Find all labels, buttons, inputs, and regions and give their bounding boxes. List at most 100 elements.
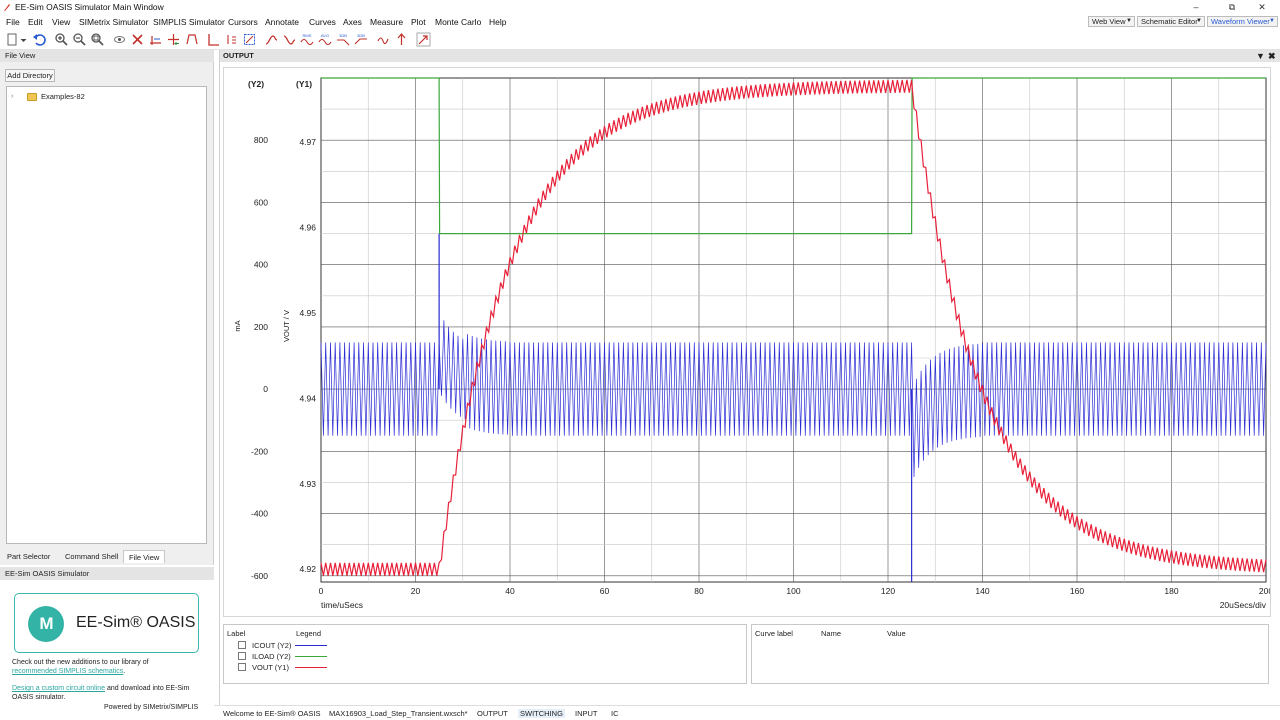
eesim-text-design-a: and download into EE-Sim bbox=[105, 685, 190, 692]
maxim-logo-icon: M bbox=[28, 606, 64, 642]
menu-measure[interactable]: Measure bbox=[370, 17, 404, 27]
document-tabs: Welcome to EE-Sim® OASIS MAX16903_Load_S… bbox=[214, 705, 1280, 720]
tab-file-view[interactable]: File View bbox=[123, 550, 166, 563]
y1-tick-label: 4.95 bbox=[299, 308, 316, 318]
curve-value-header: Value bbox=[887, 629, 906, 638]
db-phase-icon[interactable]: 3DB bbox=[354, 32, 369, 47]
db-icon[interactable]: 3DB bbox=[336, 32, 351, 47]
rms-icon[interactable]: RMS bbox=[300, 32, 315, 47]
output-menu-icon[interactable]: ▼ bbox=[1256, 51, 1265, 61]
y2-tick-label: 0 bbox=[263, 384, 268, 394]
menu-cursors[interactable]: Cursors bbox=[228, 17, 258, 27]
arrow-icon[interactable] bbox=[416, 32, 431, 47]
y2-unit-label: mA bbox=[233, 320, 242, 331]
grid-icon[interactable] bbox=[206, 32, 221, 47]
zoom-out-icon[interactable] bbox=[72, 32, 87, 47]
eesim-panel-header: EE-Sim OASIS Simulator bbox=[0, 567, 214, 580]
y2-tick-label: 400 bbox=[254, 260, 268, 270]
fft-icon[interactable] bbox=[376, 32, 391, 47]
schematic-editor-selector[interactable]: Schematic Editor ▼ bbox=[1137, 16, 1205, 27]
avg-icon[interactable]: AVG bbox=[318, 32, 333, 47]
y1-tick-label: 4.92 bbox=[299, 564, 316, 574]
menu-file[interactable]: File bbox=[6, 17, 20, 27]
vout-trace bbox=[320, 79, 1267, 576]
app-icon bbox=[4, 4, 10, 11]
tab-input[interactable]: INPUT bbox=[575, 709, 598, 718]
new-icon[interactable] bbox=[5, 32, 20, 47]
eesim-panel: EE-Sim OASIS Simulator M EE-Sim® OASIS C… bbox=[0, 567, 214, 720]
menu-curves[interactable]: Curves bbox=[309, 17, 336, 27]
minimize-button[interactable]: – bbox=[1193, 2, 1199, 12]
y2-tick-label: 800 bbox=[254, 135, 268, 145]
menu-simetrix-simulator[interactable]: SIMetrix Simulator bbox=[79, 17, 149, 27]
close-window-button[interactable]: ✕ bbox=[1258, 2, 1266, 12]
menu-axes[interactable]: Axes bbox=[343, 17, 362, 27]
legend-row-name: ILOAD (Y2) bbox=[252, 652, 291, 661]
tab-welcome[interactable]: Welcome to EE-Sim® OASIS bbox=[223, 709, 321, 718]
menu-plot[interactable]: Plot bbox=[411, 17, 426, 27]
dropdown-icon[interactable] bbox=[16, 32, 27, 47]
waveform-plot[interactable]: 0 20 40 60 80 100 120 140 160 180 200 800 600 400 200 0… bbox=[223, 67, 1273, 617]
recommended-schematics-link[interactable]: recommended SIMPLIS schematics bbox=[12, 668, 124, 675]
tab-switching[interactable]: SWITCHING bbox=[518, 709, 565, 718]
restore-button[interactable]: ⧉ bbox=[1228, 2, 1236, 12]
probe-icon[interactable] bbox=[264, 32, 279, 47]
output-header: OUTPUT ▼ ✖ bbox=[220, 50, 1280, 62]
x-tick-label: 20 bbox=[411, 586, 421, 596]
legend-line bbox=[295, 656, 327, 657]
chevron-down-icon: ▼ bbox=[1126, 18, 1132, 24]
y1-tick-label: 4.97 bbox=[299, 137, 316, 147]
eesim-text-design-b: OASIS simulator. bbox=[12, 694, 66, 701]
y1-unit-label: VOUT / V bbox=[282, 310, 291, 342]
db-icon-label: 3DB bbox=[339, 33, 347, 38]
eesim-text-library-b: . bbox=[123, 668, 126, 675]
chevron-down-icon: ▼ bbox=[1269, 18, 1275, 24]
add-directory-button[interactable]: Add Directory bbox=[5, 69, 55, 82]
plot-canvas[interactable]: 0 20 40 60 80 100 120 140 160 180 200 800 600 400 200 0… bbox=[224, 68, 1273, 616]
cursor-cross-icon[interactable] bbox=[166, 32, 181, 47]
select-box-icon[interactable] bbox=[224, 32, 239, 47]
x-tick-label: 100 bbox=[786, 586, 800, 596]
db-phase-icon-label: 3DB bbox=[357, 33, 365, 38]
menu-simplis-simulator[interactable]: SIMPLIS Simulator bbox=[153, 17, 225, 27]
icout-trace bbox=[320, 320, 1267, 478]
menu-help[interactable]: Help bbox=[489, 17, 507, 27]
waveform-viewer-selector[interactable]: Waveform Viewer ▼ bbox=[1207, 16, 1278, 27]
y2-tick-label: 600 bbox=[254, 197, 268, 207]
chevron-right-icon[interactable]: › bbox=[11, 93, 14, 100]
menu-monte-carlo[interactable]: Monte Carlo bbox=[435, 17, 482, 27]
avg-icon-label: AVG bbox=[321, 33, 329, 38]
legend-line bbox=[295, 667, 327, 668]
select-area-icon[interactable] bbox=[242, 32, 257, 47]
waveform-icon[interactable] bbox=[282, 32, 297, 47]
checkbox-icon[interactable] bbox=[238, 652, 246, 660]
menu-edit[interactable]: Edit bbox=[28, 17, 43, 27]
tab-output[interactable]: OUTPUT bbox=[477, 709, 508, 718]
menu-annotate[interactable]: Annotate bbox=[265, 17, 300, 27]
design-custom-circuit-link[interactable]: Design a custom circuit online bbox=[12, 685, 105, 692]
web-view-selector[interactable]: Web View ▼ bbox=[1088, 16, 1135, 27]
checkbox-icon[interactable] bbox=[238, 641, 246, 649]
output-close-icon[interactable]: ✖ bbox=[1268, 51, 1276, 61]
tab-schematic[interactable]: MAX16903_Load_Step_Transient.wxsch* bbox=[329, 709, 468, 718]
menu-view[interactable]: View bbox=[52, 17, 71, 27]
zoom-fit-icon[interactable] bbox=[90, 32, 105, 47]
tab-command-shell[interactable]: Command Shell bbox=[65, 552, 119, 561]
undo-icon[interactable] bbox=[32, 32, 47, 47]
file-tree[interactable]: › Examples-82 bbox=[6, 86, 207, 544]
checkbox-icon[interactable] bbox=[238, 663, 246, 671]
x-tick-label: 0 bbox=[319, 586, 324, 596]
delete-curve-icon[interactable] bbox=[130, 32, 145, 47]
cursor-icon[interactable] bbox=[148, 32, 163, 47]
web-view-label: Web View bbox=[1092, 17, 1126, 26]
title-bar: EE-Sim OASIS Simulator Main Window – ⧉ ✕ bbox=[0, 0, 1280, 15]
marker-icon[interactable] bbox=[394, 32, 409, 47]
tab-part-selector[interactable]: Part Selector bbox=[7, 552, 51, 561]
output-panel: OUTPUT ▼ ✖ 0 20 40 60 80 100 120 140 160 180 200 80… bbox=[219, 50, 1280, 705]
eye-icon[interactable] bbox=[112, 32, 127, 47]
measure-icon[interactable] bbox=[184, 32, 199, 47]
zoom-in-icon[interactable] bbox=[54, 32, 69, 47]
tab-ic[interactable]: IC bbox=[611, 709, 619, 718]
x-tick-label: 80 bbox=[694, 586, 704, 596]
folder-icon bbox=[27, 93, 37, 101]
